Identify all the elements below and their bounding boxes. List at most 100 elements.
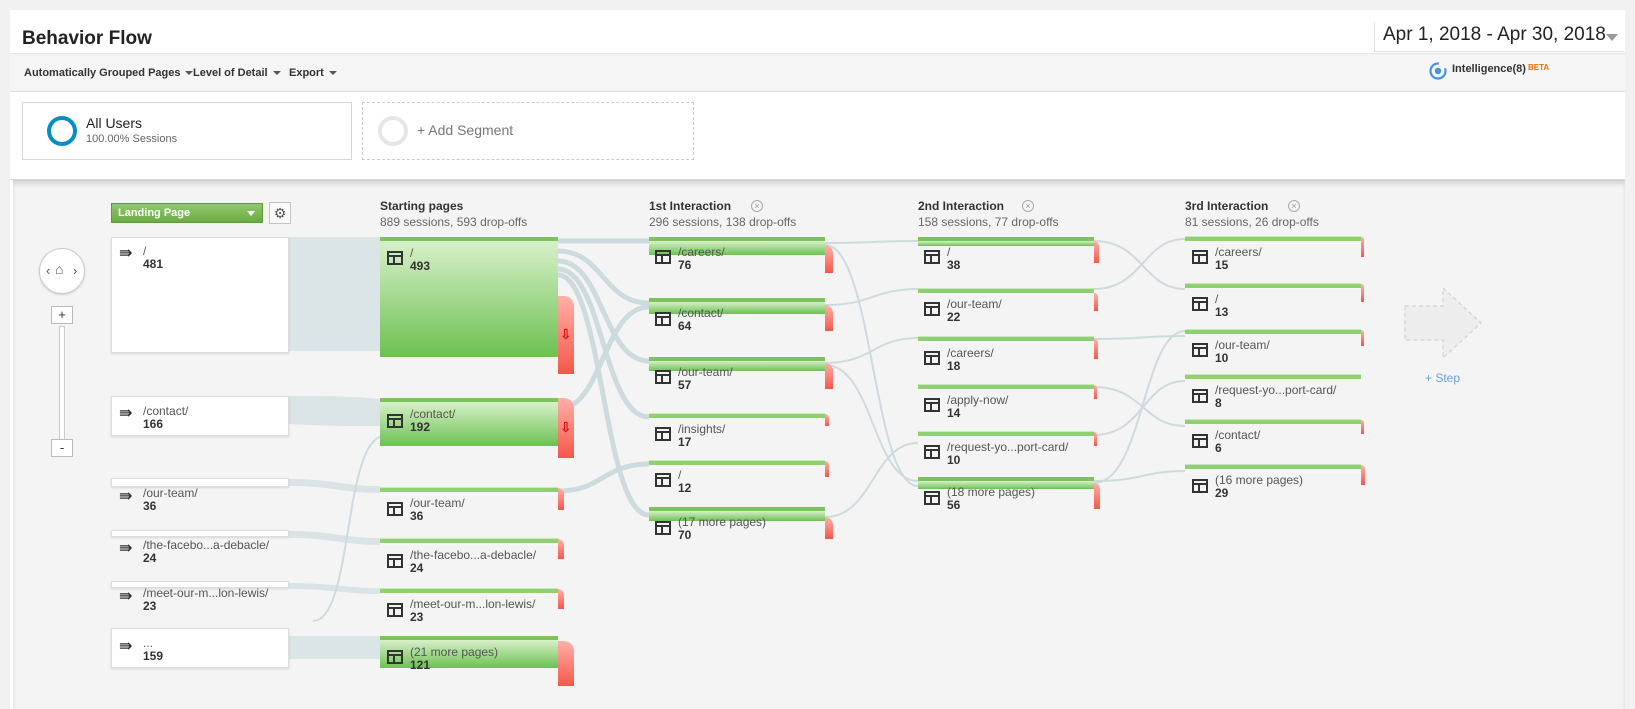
drop-off-bar[interactable] — [1094, 339, 1098, 359]
drop-off-bar[interactable] — [1094, 483, 1100, 509]
drop-off-bar[interactable] — [558, 296, 574, 374]
drop-off-bar[interactable] — [825, 414, 829, 426]
chevron-right-icon[interactable]: › — [73, 263, 78, 278]
flow-node[interactable] — [380, 589, 558, 595]
page-path: (21 more pages) — [410, 645, 499, 659]
flow-node[interactable] — [918, 432, 1094, 437]
page-path: / — [143, 244, 147, 258]
page-icon — [924, 491, 940, 505]
node-label: /our-team/10 — [1215, 339, 1270, 365]
date-range-text: Apr 1, 2018 - Apr 30, 2018 — [1383, 24, 1606, 45]
session-count: 38 — [947, 258, 961, 272]
drop-off-bar[interactable] — [825, 461, 829, 477]
flow-node[interactable] — [1185, 375, 1361, 379]
flow-node[interactable] — [649, 507, 825, 521]
zoom-slider[interactable] — [59, 326, 65, 456]
landing-node[interactable] — [111, 628, 289, 668]
drop-off-bar[interactable] — [558, 539, 564, 559]
drop-off-bar[interactable] — [558, 589, 564, 609]
flow-node[interactable] — [380, 237, 558, 357]
flow-node[interactable] — [649, 237, 825, 255]
remove-step-icon[interactable]: × — [1288, 200, 1300, 212]
intelligence-icon[interactable] — [1428, 61, 1448, 81]
drop-off-bar[interactable] — [558, 398, 574, 458]
remove-step-icon[interactable]: × — [1022, 200, 1034, 212]
landing-node[interactable] — [111, 530, 289, 537]
flow-node[interactable] — [649, 357, 825, 371]
node-label: /careers/15 — [1215, 246, 1262, 272]
drop-off-bar[interactable] — [558, 488, 564, 510]
landing-node[interactable] — [111, 478, 289, 487]
entrance-arrow-icon: ⇛ — [119, 588, 133, 605]
session-count: 24 — [410, 561, 424, 575]
drop-off-bar[interactable] — [825, 245, 833, 273]
flow-node[interactable] — [649, 414, 825, 420]
drop-off-bar[interactable] — [1361, 465, 1365, 485]
drop-off-bar[interactable] — [825, 305, 833, 331]
flow-node[interactable] — [918, 337, 1094, 343]
drop-off-bar[interactable] — [1361, 420, 1364, 434]
export-dropdown[interactable]: Export — [289, 67, 337, 79]
drop-off-bar[interactable] — [825, 363, 833, 389]
level-of-detail-dropdown[interactable]: Level of Detail — [193, 67, 281, 79]
chevron-left-icon[interactable]: ‹ — [46, 263, 51, 278]
pan-control[interactable]: ‹ ⌂ › — [39, 248, 85, 294]
grouping-label: Automatically Grouped Pages — [24, 67, 181, 79]
flow-node[interactable] — [380, 539, 558, 545]
flow-node[interactable] — [380, 636, 558, 668]
segment-all-users[interactable]: All Users 100.00% Sessions — [22, 102, 352, 160]
flow-node[interactable] — [380, 398, 558, 446]
zoom-in-button[interactable]: + — [51, 306, 73, 324]
landing-node[interactable] — [111, 396, 289, 436]
session-count: 23 — [410, 610, 424, 624]
flow-node[interactable] — [1185, 465, 1361, 473]
page-path: /our-team/ — [678, 365, 733, 379]
landing-label: ... 159 — [143, 637, 163, 663]
landing-label: /our-team/36 — [143, 487, 198, 513]
flow-canvas[interactable]: Landing Page ⚙ ‹ ⌂ › + - Starting pages … — [13, 180, 1625, 709]
intelligence-button[interactable]: Intelligence(8) BETA — [1452, 63, 1549, 75]
flow-node[interactable] — [918, 289, 1094, 295]
landing-node[interactable] — [111, 581, 289, 588]
flow-node[interactable] — [1185, 330, 1361, 335]
add-step-link[interactable]: + Step — [1425, 371, 1461, 385]
flow-node[interactable] — [380, 488, 558, 496]
zoom-out-button[interactable]: - — [51, 439, 73, 457]
page-path: /request-yo...port-card/ — [1215, 383, 1337, 397]
entrance-arrow-icon: ⇛ — [119, 540, 133, 557]
flow-node[interactable] — [1185, 284, 1361, 289]
session-count: 24 — [143, 551, 157, 565]
grouping-dropdown[interactable]: Automatically Grouped Pages — [24, 67, 194, 79]
column-summary-third: 81 sessions, 26 drop-offs — [1185, 215, 1319, 229]
drop-off-bar[interactable] — [1094, 432, 1097, 446]
landing-page-dimension-select[interactable]: Landing Page — [111, 203, 263, 223]
page-icon — [924, 398, 940, 412]
date-range-picker[interactable]: Apr 1, 2018 - Apr 30, 2018 — [1374, 22, 1624, 52]
drop-off-bar[interactable] — [1094, 385, 1097, 399]
remove-step-icon[interactable]: × — [751, 200, 763, 212]
drop-off-bar[interactable] — [825, 517, 833, 539]
drop-off-bar[interactable] — [1361, 284, 1364, 302]
flow-node[interactable] — [1185, 420, 1361, 424]
flow-node[interactable] — [918, 385, 1094, 390]
flow-node[interactable] — [649, 461, 825, 467]
landing-node[interactable] — [111, 237, 289, 353]
flow-node[interactable] — [1185, 237, 1361, 242]
drop-off-bar[interactable] — [1094, 241, 1099, 263]
drop-off-bar[interactable] — [1361, 330, 1364, 346]
add-segment-button[interactable]: + Add Segment — [362, 102, 694, 160]
node-label: /12 — [678, 469, 691, 495]
add-step-arrow-icon[interactable] — [1403, 286, 1483, 360]
landing-label: /the-facebo...a-debacle/24 — [143, 539, 269, 565]
drop-off-bar[interactable] — [1094, 293, 1098, 311]
drop-off-bar[interactable] — [558, 641, 574, 686]
export-label: Export — [289, 67, 324, 79]
page-icon — [387, 554, 403, 568]
home-icon[interactable]: ⌂ — [55, 261, 64, 277]
gear-icon[interactable]: ⚙ — [269, 202, 291, 224]
flow-node[interactable] — [918, 237, 1094, 246]
flow-node[interactable] — [918, 477, 1094, 489]
drop-off-bar[interactable] — [1361, 237, 1364, 257]
flow-node[interactable] — [649, 298, 825, 314]
page-icon — [655, 370, 671, 384]
